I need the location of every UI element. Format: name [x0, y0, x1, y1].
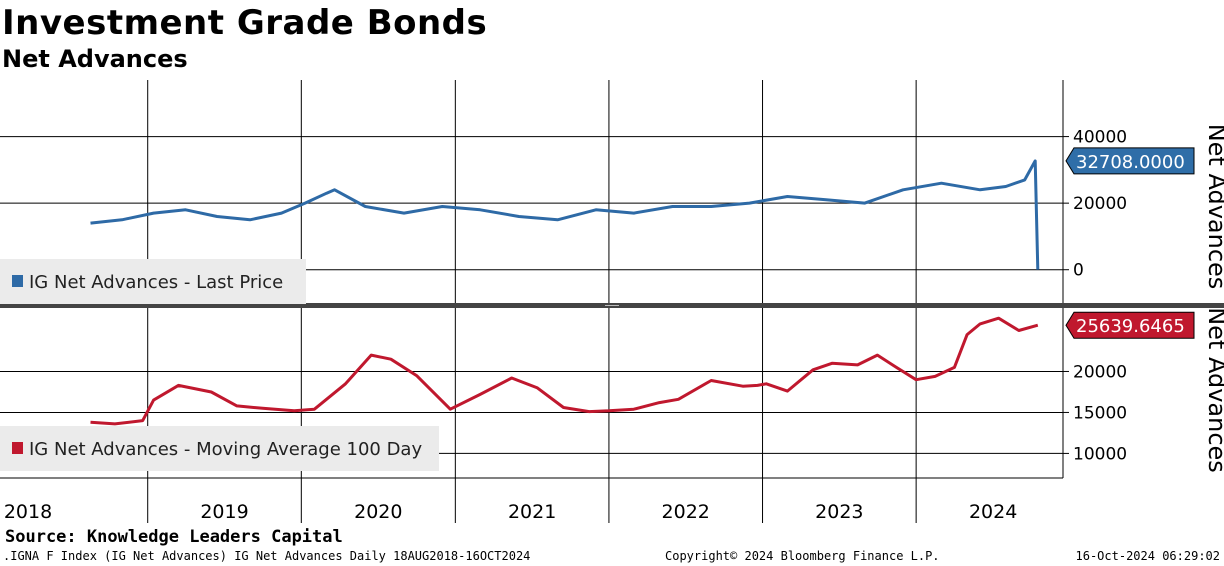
- last-value-badge: [1065, 311, 1195, 339]
- x-tick-label: 2023: [815, 501, 863, 523]
- x-tick-label: 2022: [662, 501, 710, 523]
- y-tick-label: 20000: [1073, 362, 1127, 382]
- index-description: .IGNA F Index (IG Net Advances) IG Net A…: [3, 549, 531, 563]
- x-tick-label: 2021: [508, 501, 556, 523]
- legend-label: IG Net Advances - Last Price: [29, 272, 283, 293]
- y-tick-label: 20000: [1073, 194, 1127, 214]
- legend: IG Net Advances - Moving Average 100 Day: [0, 426, 439, 471]
- y-tick-label: 10000: [1073, 444, 1127, 464]
- series-line-moving-average: [90, 316, 1039, 426]
- legend-swatch: [12, 275, 23, 287]
- legend: IG Net Advances - Last Price: [0, 259, 306, 304]
- legend-label: IG Net Advances - Moving Average 100 Day: [29, 439, 422, 460]
- series-line-last-price: [90, 159, 1040, 270]
- x-tick-label: 2019: [200, 501, 248, 523]
- y-tick-label: 0: [1073, 261, 1084, 281]
- legend-box: [0, 426, 439, 471]
- last-value-tag: 32708.0000: [1065, 147, 1195, 175]
- y-tick-label: 40000: [1073, 128, 1127, 148]
- y-axis-title: Net Advances: [1203, 307, 1224, 473]
- timestamp: 16-Oct-2024 06:29:02: [1075, 549, 1221, 563]
- last-value-label: 25639.6465: [1076, 316, 1185, 337]
- last-value-tag: 25639.6465: [1065, 311, 1195, 339]
- last-value-badge: [1065, 147, 1195, 175]
- y-tick-label: 15000: [1073, 403, 1127, 423]
- x-tick-label: 2020: [354, 501, 402, 523]
- chart-subtitle: Net Advances: [2, 45, 188, 73]
- y-axis-title: Net Advances: [1203, 124, 1224, 290]
- source-note: Source: Knowledge Leaders Capital: [5, 527, 343, 547]
- legend-swatch: [12, 442, 23, 454]
- legend-box: [0, 259, 306, 304]
- x-tick-label: 2024: [969, 501, 1017, 523]
- copyright-note: Copyright© 2024 Bloomberg Finance L.P.: [665, 549, 940, 563]
- x-tick-label: 2018: [4, 501, 52, 523]
- chart-title: Investment Grade Bonds: [2, 3, 488, 43]
- last-value-label: 32708.0000: [1076, 152, 1185, 173]
